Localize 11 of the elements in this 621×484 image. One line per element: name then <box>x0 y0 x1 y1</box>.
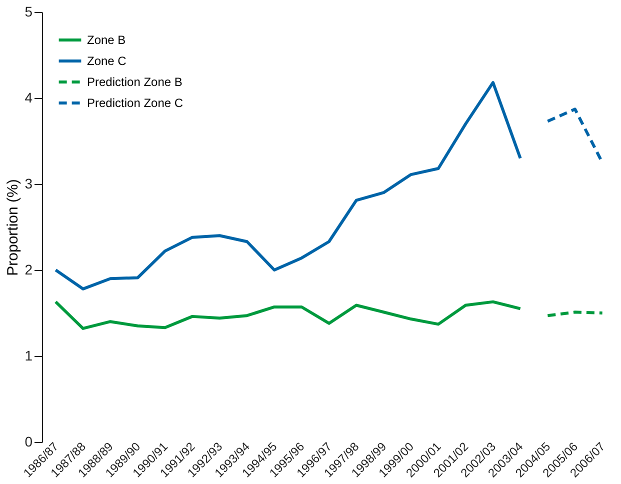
y-tick-label: 4 <box>24 90 33 106</box>
y-tick-label: 1 <box>24 348 33 364</box>
y-tick-label: 3 <box>24 176 33 192</box>
line-series <box>54 300 522 330</box>
legend-label: Zone B <box>87 33 126 47</box>
legend-label: Zone C <box>87 54 127 68</box>
legend-label: Prediction Zone B <box>87 75 182 89</box>
y-tick-label: 2 <box>24 262 33 278</box>
y-axis-title: Proportion (%) <box>4 179 22 276</box>
legend-label: Prediction Zone C <box>87 96 184 110</box>
y-tick-label: 5 <box>24 4 33 20</box>
